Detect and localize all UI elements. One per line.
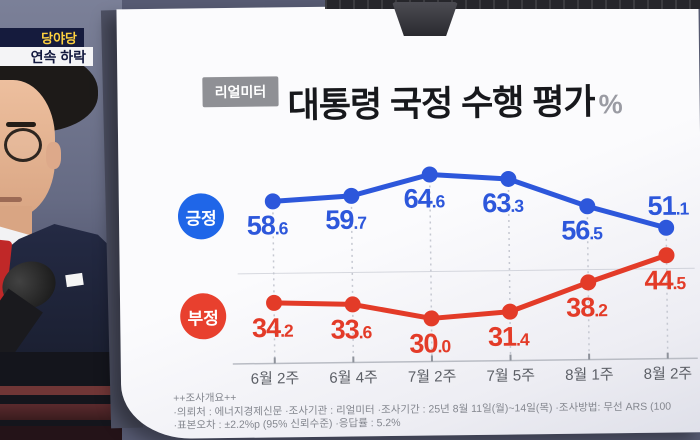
negative-data-label: 44.5	[644, 265, 686, 296]
negative-data-point	[580, 274, 597, 291]
negative-data-point	[658, 247, 675, 264]
glasses-icon	[4, 128, 42, 162]
positive-data-label: 63.3	[482, 188, 524, 219]
ear-shape	[46, 142, 61, 169]
x-axis-label: 7월 5주	[486, 367, 535, 385]
clipboard-clip	[392, 2, 458, 36]
grid-line-vertical	[586, 217, 590, 355]
headline-badge-bottom: 연속 하락	[0, 47, 93, 66]
negative-data-point	[266, 294, 283, 311]
lapel-pin	[65, 272, 84, 288]
positive-data-point	[658, 219, 675, 236]
x-axis-label: 7월 2주	[408, 368, 457, 386]
negative-data-label: 30.0	[409, 328, 451, 359]
eyebrow-shape	[6, 122, 36, 127]
negative-data-label: 33.6	[330, 314, 372, 345]
negative-line	[271, 252, 670, 321]
x-axis-label: 6월 2주	[251, 370, 300, 388]
headline-badge-top: 당야당	[0, 28, 84, 47]
negative-data-point	[501, 303, 518, 320]
positive-data-point	[579, 198, 596, 215]
positive-data-point	[421, 166, 438, 183]
negative-data-label: 34.2	[252, 313, 294, 344]
podium-shape	[0, 352, 122, 440]
positive-data-point	[264, 193, 281, 210]
grid-line-vertical	[272, 212, 276, 359]
headline-badge-bottom-label: 연속 하락	[30, 48, 86, 65]
podium-stripe	[0, 404, 122, 420]
negative-data-point	[423, 310, 440, 327]
positive-data-point	[500, 170, 517, 187]
positive-line	[270, 172, 669, 231]
grid-line-vertical	[350, 206, 355, 358]
positive-data-label: 51.1	[647, 191, 689, 222]
positive-data-label: 64.6	[403, 183, 445, 214]
positive-data-point	[343, 187, 360, 204]
mouth-shape	[0, 197, 22, 202]
positive-data-label: 58.6	[247, 210, 289, 241]
x-axis-label: 8월 1주	[565, 366, 614, 384]
x-axis-line	[232, 357, 698, 365]
approval-trend-chart: 6월 2주 6월 4주 7월 2주 7월 5주 8월 1주 8월 2주 34.2 33.6 30…	[232, 166, 698, 388]
podium-stripe	[0, 426, 122, 440]
x-axis-label: 8월 2주	[644, 365, 693, 383]
negative-data-label: 38.2	[566, 292, 608, 323]
grid-line-vertical	[429, 185, 433, 357]
grid-line-vertical	[507, 189, 512, 356]
podium-stripe	[0, 386, 122, 395]
x-axis-label: 6월 4주	[329, 369, 378, 387]
positive-data-label: 56.5	[561, 215, 603, 246]
negative-data-label: 31.4	[488, 321, 530, 352]
clipboard-top-bar	[325, 0, 700, 9]
negative-data-point	[344, 296, 361, 313]
positive-data-label: 59.7	[325, 205, 366, 235]
grid-line-horizontal	[237, 267, 695, 275]
poll-card: 리얼미터 대통령 국정 수행 평가% 긍정 부정 6월 2주 6월 4주 7월 2주…	[116, 2, 700, 440]
headline-badge-top-label: 당야당	[41, 31, 77, 46]
